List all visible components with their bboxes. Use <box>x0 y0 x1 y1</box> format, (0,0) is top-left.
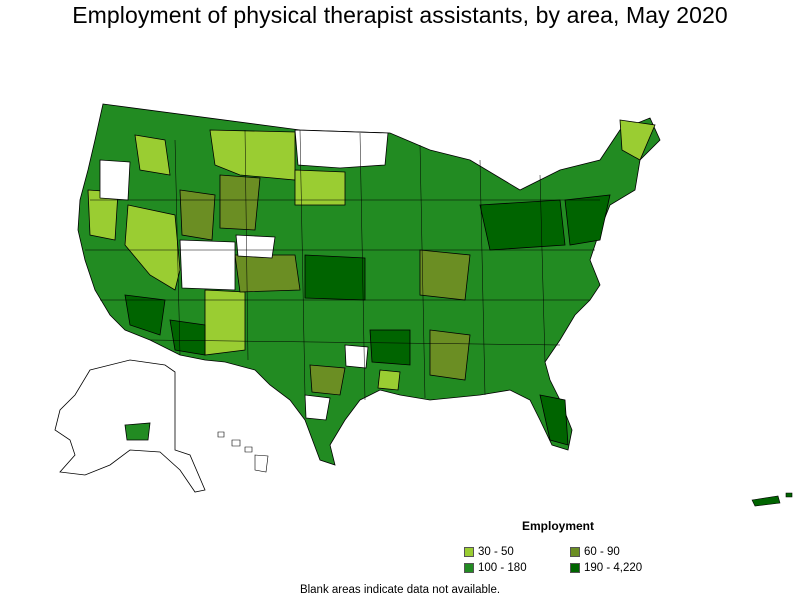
no-data-note: Blank areas indicate data not available. <box>299 584 501 596</box>
region-190-4220 <box>304 254 366 301</box>
legend-swatch <box>570 547 580 557</box>
region-60-90 <box>219 174 261 231</box>
legend-swatch <box>570 563 580 573</box>
alaska <box>54 359 206 493</box>
region-no-data <box>235 234 276 259</box>
region-190-4220 <box>479 199 566 251</box>
hawaii <box>217 431 269 473</box>
region-30-50 <box>619 119 656 161</box>
puerto-rico <box>751 492 793 507</box>
region-60-90 <box>419 249 471 301</box>
region-no-data <box>344 344 369 369</box>
region-60-90 <box>179 189 216 241</box>
legend-item: 190 - 4,220 <box>570 562 642 574</box>
region-30-50 <box>294 169 346 206</box>
legend-item: 30 - 50 <box>464 546 514 558</box>
region-190-4220 <box>564 194 611 246</box>
contiguous-us <box>77 103 661 466</box>
legend-item: 60 - 90 <box>570 546 620 558</box>
region-60-90 <box>309 364 346 396</box>
region-30-50 <box>377 369 401 391</box>
area-boundaries <box>85 129 600 401</box>
region-190-4220 <box>369 329 411 366</box>
region-190-4220 <box>539 394 569 446</box>
legend-label: 60 - 90 <box>584 546 620 558</box>
legend-item: 100 - 180 <box>464 562 527 574</box>
legend-label: 190 - 4,220 <box>584 562 643 574</box>
region-no-data <box>304 394 331 421</box>
legend-swatch <box>464 547 474 557</box>
map-title: Employment of physical therapist assista… <box>72 2 728 28</box>
region-30-50 <box>124 204 181 291</box>
alaska-region <box>124 422 151 441</box>
region-30-50 <box>134 134 171 176</box>
region-190-4220 <box>124 294 166 336</box>
region-60-90 <box>429 329 471 381</box>
region-30-50 <box>209 129 296 181</box>
region-60-90 <box>234 254 301 293</box>
legend-swatch <box>464 563 474 573</box>
legend-title: Employment <box>522 519 595 533</box>
region-no-data <box>179 239 236 291</box>
legend-label: 100 - 180 <box>478 562 527 574</box>
legend-label: 30 - 50 <box>478 546 514 558</box>
region-no-data <box>294 129 389 169</box>
region-no-data <box>99 159 131 201</box>
region-190-4220 <box>169 319 206 356</box>
